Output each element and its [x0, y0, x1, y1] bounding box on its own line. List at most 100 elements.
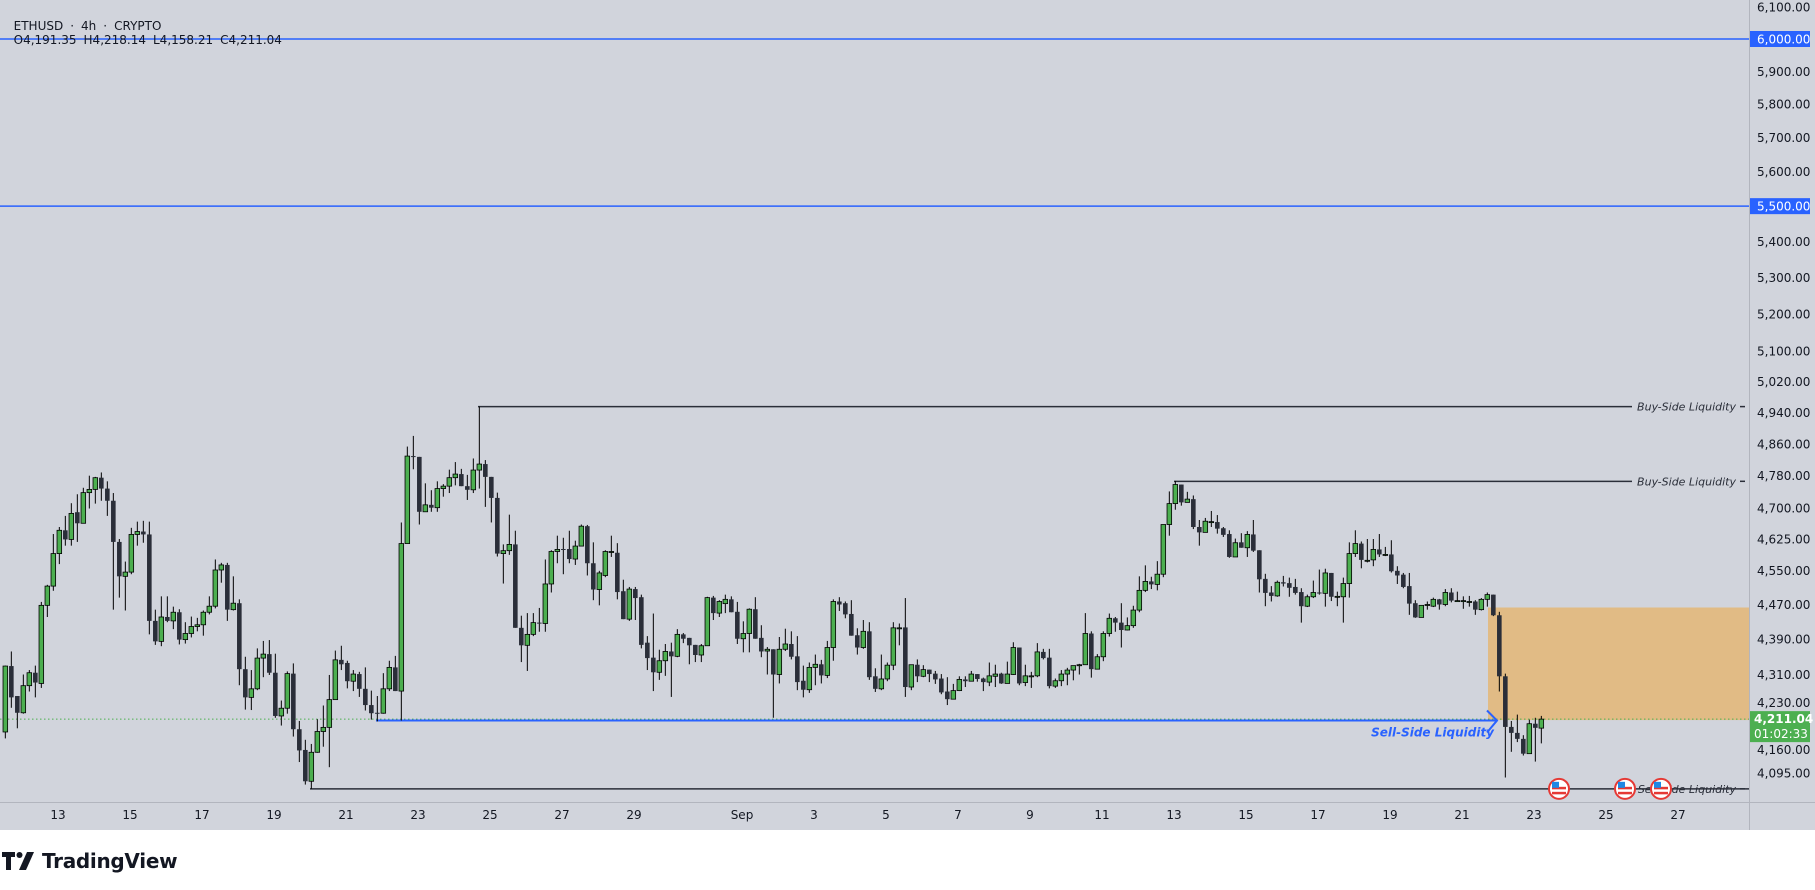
- us-flag-icon[interactable]: [1614, 777, 1636, 800]
- candle[interactable]: [1221, 526, 1226, 537]
- candle[interactable]: [1052, 678, 1059, 688]
- candle[interactable]: [615, 543, 620, 600]
- candle[interactable]: [165, 596, 170, 623]
- candle[interactable]: [248, 670, 255, 711]
- candle[interactable]: [63, 515, 68, 546]
- candle[interactable]: [440, 484, 447, 497]
- candle[interactable]: [735, 601, 740, 644]
- candle[interactable]: [956, 676, 963, 692]
- candle[interactable]: [801, 665, 806, 698]
- candle[interactable]: [795, 636, 800, 691]
- candle[interactable]: [1413, 600, 1418, 618]
- candle[interactable]: [267, 640, 272, 675]
- candle[interactable]: [753, 597, 758, 639]
- candle[interactable]: [218, 562, 225, 583]
- candle[interactable]: [128, 527, 135, 575]
- candle[interactable]: [434, 481, 441, 512]
- candle[interactable]: [273, 653, 278, 718]
- candle[interactable]: [608, 535, 615, 557]
- candle[interactable]: [843, 601, 848, 619]
- candle[interactable]: [393, 655, 398, 692]
- candle[interactable]: [572, 540, 579, 565]
- candle[interactable]: [1293, 578, 1298, 595]
- candle[interactable]: [404, 446, 411, 544]
- candle[interactable]: [908, 664, 915, 691]
- candle[interactable]: [1022, 664, 1029, 687]
- candle[interactable]: [554, 535, 561, 564]
- candle[interactable]: [1215, 515, 1220, 534]
- candle[interactable]: [674, 629, 681, 658]
- supply-zone[interactable]: [1488, 607, 1749, 721]
- candle[interactable]: [1197, 519, 1202, 546]
- candle[interactable]: [398, 522, 405, 721]
- candle[interactable]: [357, 671, 362, 697]
- candle[interactable]: [1130, 605, 1137, 628]
- candle[interactable]: [254, 648, 261, 691]
- candle[interactable]: [999, 672, 1004, 684]
- candle[interactable]: [873, 668, 878, 692]
- candle[interactable]: [1034, 643, 1041, 678]
- candle[interactable]: [776, 636, 783, 684]
- candle[interactable]: [1389, 540, 1394, 573]
- candle[interactable]: [1521, 735, 1526, 756]
- candle[interactable]: [417, 456, 422, 525]
- candle[interactable]: [1149, 576, 1154, 590]
- candle[interactable]: [1478, 598, 1485, 611]
- candle[interactable]: [38, 601, 45, 688]
- candle[interactable]: [698, 643, 705, 663]
- candle[interactable]: [147, 521, 152, 635]
- candle[interactable]: [1442, 589, 1449, 607]
- candle[interactable]: [1497, 611, 1502, 692]
- candle[interactable]: [1329, 572, 1334, 602]
- candle[interactable]: [117, 539, 122, 598]
- candle[interactable]: [1142, 565, 1149, 593]
- candle[interactable]: [1184, 491, 1191, 503]
- candle[interactable]: [542, 559, 549, 632]
- candle[interactable]: [578, 524, 585, 547]
- candle[interactable]: [314, 719, 321, 753]
- candle[interactable]: [452, 462, 459, 486]
- candle[interactable]: [651, 613, 656, 692]
- candle[interactable]: [1208, 510, 1215, 527]
- candle[interactable]: [363, 667, 368, 711]
- candle[interactable]: [1424, 601, 1431, 610]
- candle[interactable]: [470, 458, 477, 494]
- candle[interactable]: [225, 562, 230, 621]
- candle[interactable]: [1076, 663, 1083, 675]
- price-chart[interactable]: Buy-Side Liquidity Buy-Side Liquidity Sell…: [0, 0, 1815, 830]
- candle[interactable]: [782, 628, 789, 652]
- candle[interactable]: [920, 665, 927, 678]
- candle[interactable]: [459, 468, 464, 487]
- candle[interactable]: [950, 683, 957, 700]
- candle[interactable]: [530, 613, 537, 637]
- candle[interactable]: [1503, 673, 1508, 778]
- candle[interactable]: [26, 670, 33, 692]
- candle[interactable]: [1106, 613, 1113, 637]
- candle[interactable]: [837, 597, 842, 611]
- candle[interactable]: [1028, 671, 1035, 688]
- candle[interactable]: [1533, 717, 1538, 762]
- candle[interactable]: [1334, 591, 1341, 607]
- candle[interactable]: [1082, 613, 1089, 666]
- candle[interactable]: [878, 654, 885, 691]
- candle[interactable]: [99, 472, 104, 501]
- time-axis[interactable]: [0, 803, 1749, 830]
- candle[interactable]: [105, 481, 110, 516]
- candle[interactable]: [764, 647, 771, 675]
- candle[interactable]: [1401, 572, 1406, 589]
- candle[interactable]: [1154, 561, 1161, 591]
- candle[interactable]: [326, 674, 333, 768]
- candle[interactable]: [537, 607, 542, 632]
- candle[interactable]: [1113, 616, 1118, 632]
- candle[interactable]: [1509, 720, 1514, 752]
- candle[interactable]: [284, 671, 291, 714]
- us-flag-icon[interactable]: [1650, 777, 1672, 800]
- candle[interactable]: [291, 663, 296, 737]
- candle[interactable]: [170, 606, 177, 630]
- candle[interactable]: [992, 664, 999, 688]
- candle[interactable]: [80, 487, 87, 524]
- candle[interactable]: [1064, 667, 1071, 686]
- candle[interactable]: [981, 677, 986, 692]
- candle[interactable]: [1017, 647, 1022, 686]
- candle[interactable]: [704, 596, 711, 647]
